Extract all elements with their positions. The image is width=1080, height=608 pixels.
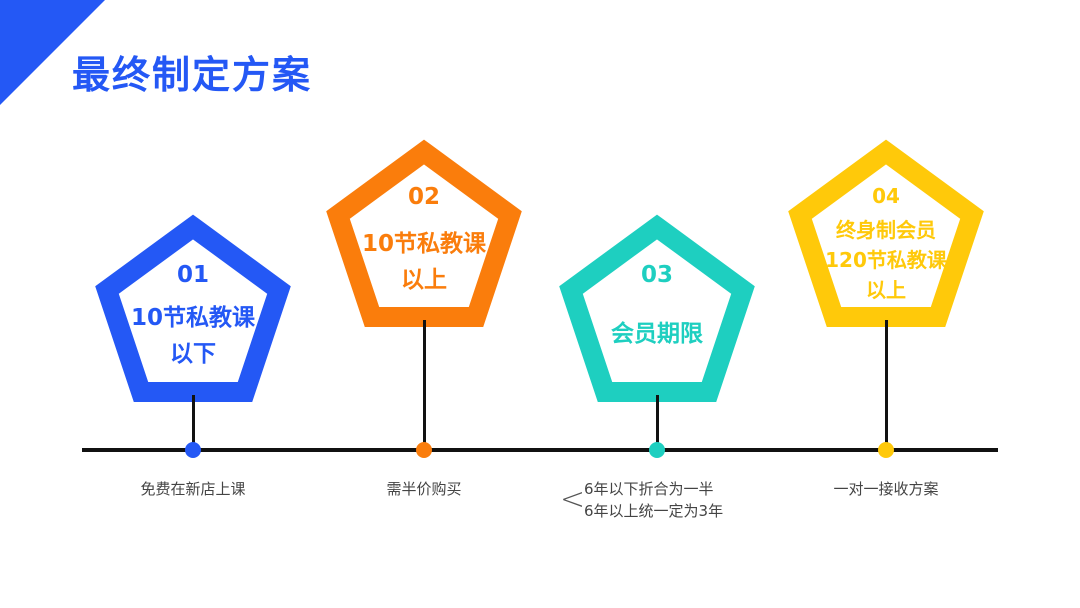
pentagon-outline bbox=[788, 139, 984, 327]
step-label: 以下 bbox=[170, 341, 216, 367]
step-caption: 6年以下折合为一半 6年以上统一定为3年 bbox=[584, 478, 784, 522]
step-number: 01 bbox=[176, 262, 209, 288]
corner-triangle-decoration bbox=[0, 0, 105, 105]
step-label: 终身制会员 bbox=[836, 218, 936, 242]
chevron-left-icon: < bbox=[560, 482, 586, 517]
pentagon-outline bbox=[95, 214, 291, 402]
step-caption: 免费在新店上课 bbox=[93, 478, 293, 500]
caption-line: 一对一接收方案 bbox=[833, 480, 939, 498]
step-label: 10节私教课 bbox=[130, 305, 255, 331]
caption-line: 需半价购买 bbox=[386, 480, 462, 498]
caption-line: 免费在新店上课 bbox=[140, 480, 246, 498]
connector-stem bbox=[656, 395, 659, 450]
pentagon-shape bbox=[95, 214, 291, 402]
step-number: 04 bbox=[872, 184, 900, 208]
step-caption: 需半价购买 bbox=[324, 478, 524, 500]
caption-line: 6年以上统一定为3年 bbox=[584, 502, 724, 520]
pentagon-shape bbox=[326, 139, 522, 327]
pentagon-shape bbox=[788, 139, 984, 327]
step-label: 10节私教课 bbox=[361, 231, 486, 257]
step-number: 02 bbox=[407, 184, 440, 210]
timeline-dot bbox=[416, 442, 432, 458]
timeline-dot bbox=[185, 442, 201, 458]
caption-line: 6年以下折合为一半 bbox=[584, 480, 714, 498]
pentagon-shape bbox=[559, 214, 755, 402]
step-number: 03 bbox=[640, 262, 673, 288]
connector-stem bbox=[885, 320, 888, 450]
step-label: 120节私教课 bbox=[825, 248, 947, 272]
step-label: 以上 bbox=[866, 278, 906, 302]
timeline-dot bbox=[878, 442, 894, 458]
page-title: 最终制定方案 bbox=[72, 53, 313, 97]
timeline-dot bbox=[649, 442, 665, 458]
connector-stem bbox=[192, 395, 195, 450]
step-label: 以上 bbox=[401, 267, 447, 293]
pentagon-outline bbox=[559, 214, 755, 402]
timeline-line bbox=[82, 448, 998, 452]
pentagon-outline bbox=[326, 139, 522, 327]
step-label: 会员期限 bbox=[611, 321, 703, 347]
connector-stem bbox=[423, 320, 426, 450]
step-caption: 一对一接收方案 bbox=[786, 478, 986, 500]
